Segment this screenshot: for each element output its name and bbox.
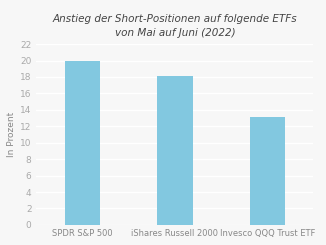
Bar: [250, 117, 285, 225]
Title: Anstieg der Short-Positionen auf folgende ETFs
von Mai auf Juni (2022): Anstieg der Short-Positionen auf folgend…: [53, 14, 297, 38]
Bar: [157, 76, 193, 225]
Y-axis label: In Prozent: In Prozent: [7, 112, 16, 157]
Bar: [65, 61, 100, 225]
